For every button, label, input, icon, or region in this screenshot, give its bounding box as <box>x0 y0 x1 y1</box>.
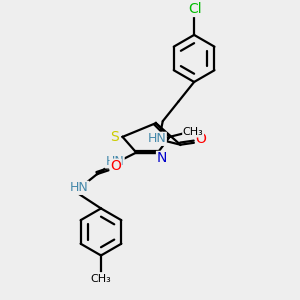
Text: S: S <box>110 130 119 144</box>
Text: CH₃: CH₃ <box>91 274 111 284</box>
Text: CH₃: CH₃ <box>183 127 203 137</box>
Text: Cl: Cl <box>188 2 202 16</box>
Text: HN: HN <box>148 132 166 145</box>
Text: N: N <box>157 152 167 165</box>
Text: HN: HN <box>105 155 124 168</box>
Text: O: O <box>196 132 206 146</box>
Text: HN: HN <box>70 181 89 194</box>
Text: O: O <box>110 159 121 173</box>
